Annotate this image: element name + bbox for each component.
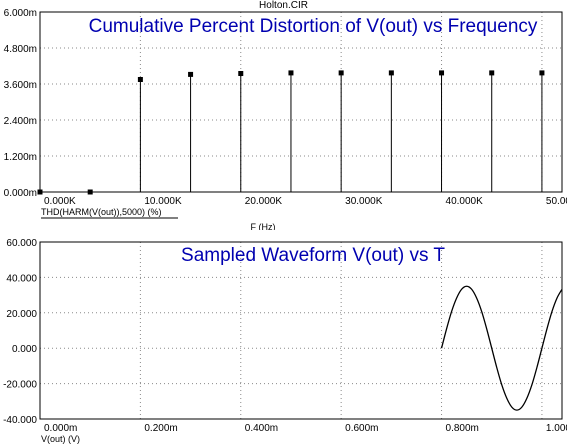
x-tick-label: 50.000K: [546, 196, 567, 207]
grid: [40, 242, 562, 419]
stem-marker: [188, 71, 194, 77]
stem-marker: [439, 70, 445, 76]
window-title: Holton.CIR: [259, 0, 308, 11]
stem-marker: [87, 189, 93, 195]
y-tick-label: 1.200m: [4, 152, 37, 163]
x-tick-label: 30.000K: [345, 196, 383, 207]
x-tick-label: 0.200m: [144, 423, 177, 434]
y-tick-label: 4.800m: [4, 44, 37, 55]
y-tick-label: -20.000: [3, 380, 37, 391]
stem-marker: [288, 70, 294, 76]
chart-title: Sampled Waveform V(out) vs T: [181, 245, 445, 266]
stem-marker: [238, 71, 244, 76]
y-tick-label: 3.600m: [4, 80, 37, 91]
x-tick-label: 1.000m: [546, 423, 567, 434]
data-marks: [440, 285, 562, 411]
y-tick-label: 6.000m: [4, 8, 37, 19]
y-axis-label: V(out) (V): [41, 434, 80, 444]
series-line: [440, 285, 562, 411]
plot-frame: [39, 241, 563, 420]
distortion-stem-chart: 0.000m 1.200m 2.400m 3.600m 4.800m 6.000m 0.0…: [4, 8, 567, 230]
plot-frame: [39, 11, 563, 193]
y-tick-label: 40.000: [6, 273, 37, 284]
x-tick-label: 10.000K: [144, 196, 182, 207]
stem-marker: [489, 70, 495, 76]
x-axis-label: F (Hz): [251, 222, 276, 230]
x-tick-label: 0.000K: [44, 196, 76, 207]
y-axis-label: THD(HARM(V(out)),5000) (%): [41, 207, 162, 217]
y-axis-ticks: -40.000 -20.000 0.000 20.000 40.000 60.000: [3, 238, 37, 426]
y-tick-label: 60.000: [6, 238, 37, 249]
x-tick-label: 20.000K: [245, 196, 283, 207]
stem-marker: [338, 70, 344, 76]
data-marks: [37, 70, 545, 195]
x-tick-label: 0.800m: [446, 423, 479, 434]
x-tick-label: 0.600m: [345, 423, 378, 434]
x-tick-label: 0.400m: [245, 423, 278, 434]
x-axis-ticks: 0.000K 10.000K 20.000K 30.000K 40.000K 50.000…: [44, 196, 567, 207]
y-tick-label: 20.000: [6, 309, 37, 320]
x-tick-label: 0.000m: [44, 423, 77, 434]
grid: [40, 12, 562, 192]
chart-title: Cumulative Percent Distortion of V(out) …: [89, 16, 538, 37]
y-axis-ticks: 0.000m 1.200m 2.400m 3.600m 4.800m 6.000m: [4, 8, 37, 199]
y-tick-label: 0.000m: [4, 188, 37, 199]
x-tick-label: 40.000K: [446, 196, 484, 207]
stem-marker: [137, 77, 143, 82]
stem-marker: [539, 70, 545, 76]
y-tick-label: 0.000: [12, 344, 37, 355]
stem-marker: [388, 70, 394, 76]
y-tick-label: -40.000: [3, 415, 37, 426]
stem-marker: [37, 189, 43, 195]
y-tick-label: 2.400m: [4, 116, 37, 127]
x-axis-ticks: 0.000m 0.200m 0.400m 0.600m 0.800m 1.000m: [44, 423, 567, 434]
